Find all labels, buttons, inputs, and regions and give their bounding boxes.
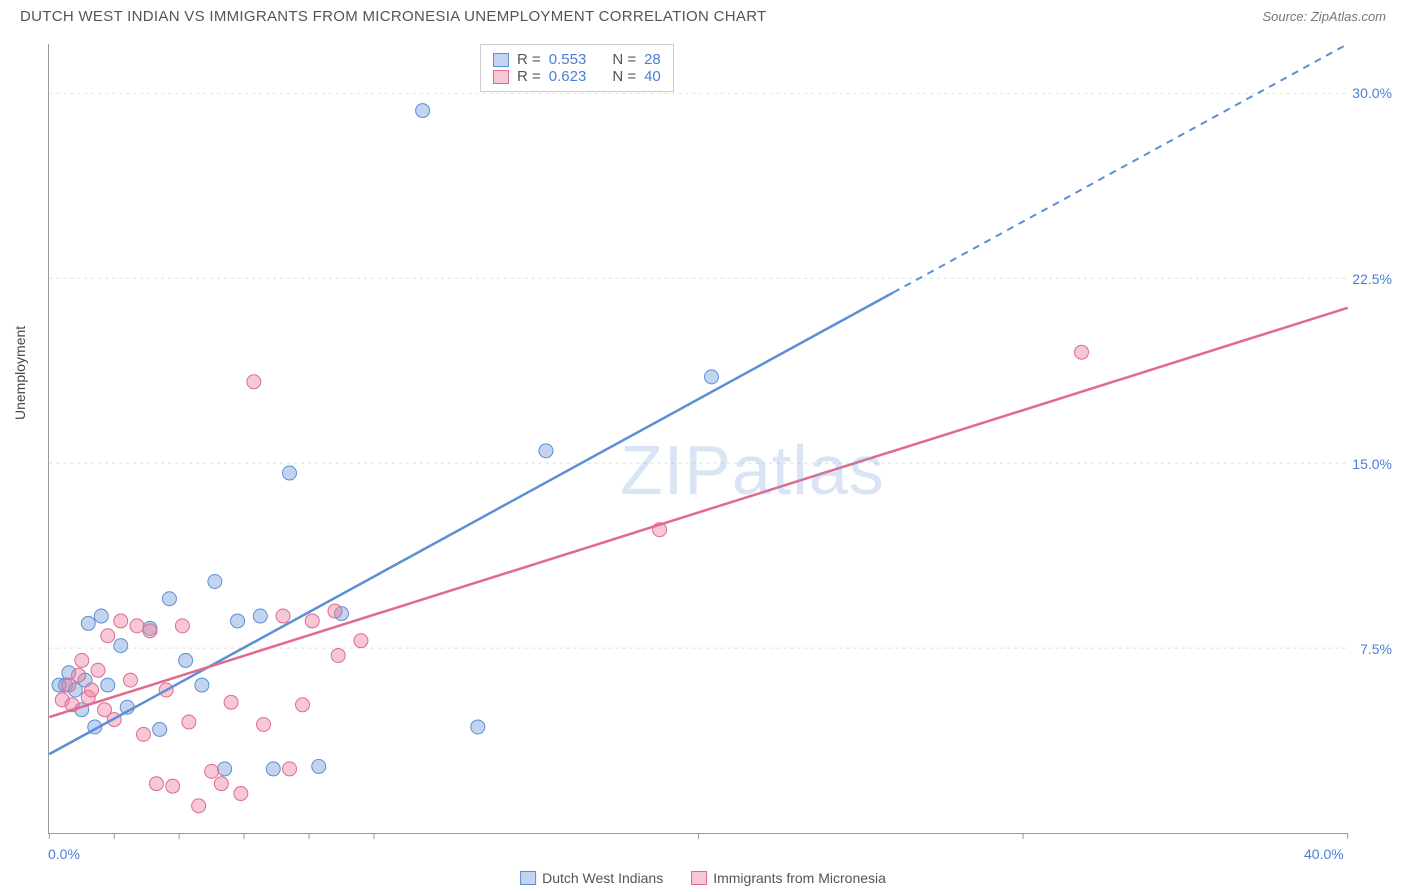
chart-title: DUTCH WEST INDIAN VS IMMIGRANTS FROM MIC…	[20, 8, 767, 25]
legend-series-label-1: Immigrants from Micronesia	[713, 870, 886, 886]
scatter-point	[136, 727, 150, 741]
scatter-point	[175, 619, 189, 633]
legend-n-label-1: N =	[612, 68, 636, 85]
scatter-point	[153, 722, 167, 736]
scatter-point	[195, 678, 209, 692]
scatter-point	[234, 787, 248, 801]
scatter-point	[101, 629, 115, 643]
scatter-point	[130, 619, 144, 633]
regression-line	[49, 308, 1347, 717]
y-tick-label: 22.5%	[1352, 271, 1392, 287]
scatter-point	[162, 592, 176, 606]
scatter-point	[704, 370, 718, 384]
scatter-point	[312, 759, 326, 773]
regression-line	[49, 293, 893, 755]
legend-swatch-0	[493, 53, 509, 67]
scatter-point	[214, 777, 228, 791]
scatter-point	[179, 653, 193, 667]
scatter-point	[192, 799, 206, 813]
scatter-point	[166, 779, 180, 793]
scatter-point	[231, 614, 245, 628]
scatter-point	[328, 604, 342, 618]
scatter-point	[101, 678, 115, 692]
scatter-point	[257, 718, 271, 732]
scatter-point	[224, 695, 238, 709]
scatter-point	[123, 673, 137, 687]
regression-line-dashed	[893, 44, 1347, 293]
legend-r-label-1: R =	[517, 68, 541, 85]
legend-r-label-0: R =	[517, 51, 541, 68]
scatter-point	[75, 653, 89, 667]
legend-stats-row-1: R = 0.623 N = 40	[493, 68, 661, 85]
scatter-point	[253, 609, 267, 623]
scatter-point	[81, 616, 95, 630]
chart-plot-area	[48, 44, 1348, 834]
scatter-point	[539, 444, 553, 458]
legend-r-val-1: 0.623	[549, 68, 587, 85]
legend-n-val-1: 40	[644, 68, 661, 85]
scatter-point	[91, 663, 105, 677]
legend-r-val-0: 0.553	[549, 51, 587, 68]
legend-n-label-0: N =	[612, 51, 636, 68]
x-axis-origin-label: 0.0%	[48, 846, 80, 862]
scatter-point	[114, 639, 128, 653]
scatter-point	[471, 720, 485, 734]
legend-stats-box: R = 0.553 N = 28 R = 0.623 N = 40	[480, 44, 674, 92]
scatter-point	[283, 762, 297, 776]
scatter-point	[208, 575, 222, 589]
scatter-point	[1075, 345, 1089, 359]
scatter-point	[247, 375, 261, 389]
scatter-point	[94, 609, 108, 623]
legend-stats-row-0: R = 0.553 N = 28	[493, 51, 661, 68]
scatter-point	[149, 777, 163, 791]
chart-source: Source: ZipAtlas.com	[1262, 9, 1386, 24]
scatter-point	[85, 683, 99, 697]
scatter-point	[114, 614, 128, 628]
legend-series-item-0: Dutch West Indians	[520, 870, 663, 886]
legend-n-val-0: 28	[644, 51, 661, 68]
legend-series-item-1: Immigrants from Micronesia	[691, 870, 886, 886]
scatter-point	[283, 466, 297, 480]
y-tick-label: 7.5%	[1360, 641, 1392, 657]
scatter-point	[331, 648, 345, 662]
scatter-point	[305, 614, 319, 628]
legend-series-label-0: Dutch West Indians	[542, 870, 663, 886]
scatter-point	[218, 762, 232, 776]
scatter-point	[205, 764, 219, 778]
legend-series-swatch-1	[691, 871, 707, 885]
chart-svg	[49, 44, 1348, 833]
scatter-point	[416, 104, 430, 118]
y-axis-label: Unemployment	[12, 326, 28, 420]
legend-series: Dutch West Indians Immigrants from Micro…	[520, 870, 886, 886]
legend-series-swatch-0	[520, 871, 536, 885]
legend-swatch-1	[493, 70, 509, 84]
scatter-point	[72, 668, 86, 682]
y-tick-label: 15.0%	[1352, 456, 1392, 472]
scatter-point	[143, 624, 157, 638]
scatter-point	[354, 634, 368, 648]
scatter-point	[182, 715, 196, 729]
scatter-point	[296, 698, 310, 712]
x-axis-max-label: 40.0%	[1304, 846, 1344, 862]
scatter-point	[266, 762, 280, 776]
y-tick-label: 30.0%	[1352, 85, 1392, 101]
scatter-point	[276, 609, 290, 623]
